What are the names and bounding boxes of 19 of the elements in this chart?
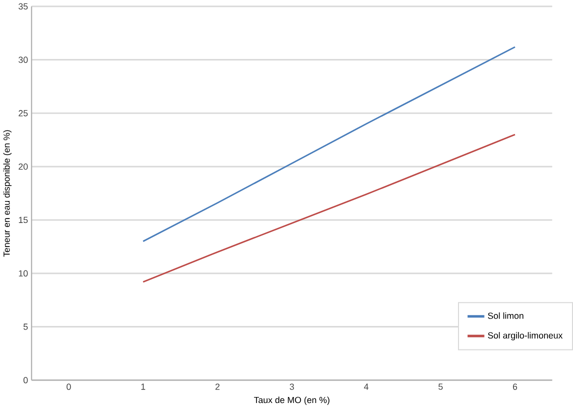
legend-label: Sol argilo-limoneux — [488, 332, 563, 340]
x-tick-label: 4 — [364, 384, 368, 390]
y-tick-label: 0 — [24, 376, 28, 384]
y-axis-title: Teneur en eau disponible (en %) — [3, 130, 12, 257]
y-tick-label: 25 — [18, 110, 28, 116]
x-tick-label: 1 — [141, 384, 146, 390]
x-tick-label: 3 — [290, 384, 294, 390]
x-tick-label: 2 — [215, 384, 220, 390]
y-tick-label: 15 — [18, 216, 28, 223]
x-axis-title: Taux de MO (en %) — [254, 396, 330, 405]
x-tick-label: 0 — [66, 384, 71, 390]
y-tick-label: 5 — [24, 324, 28, 330]
y-tick-label: 20 — [18, 163, 28, 170]
y-tick-label: 35 — [18, 3, 28, 10]
y-tick-label: 10 — [18, 270, 28, 276]
x-tick-label: 5 — [438, 384, 443, 390]
y-tick-label: 30 — [18, 56, 28, 63]
legend-label: Sol limon — [488, 312, 524, 319]
x-tick-label: 6 — [512, 384, 518, 390]
